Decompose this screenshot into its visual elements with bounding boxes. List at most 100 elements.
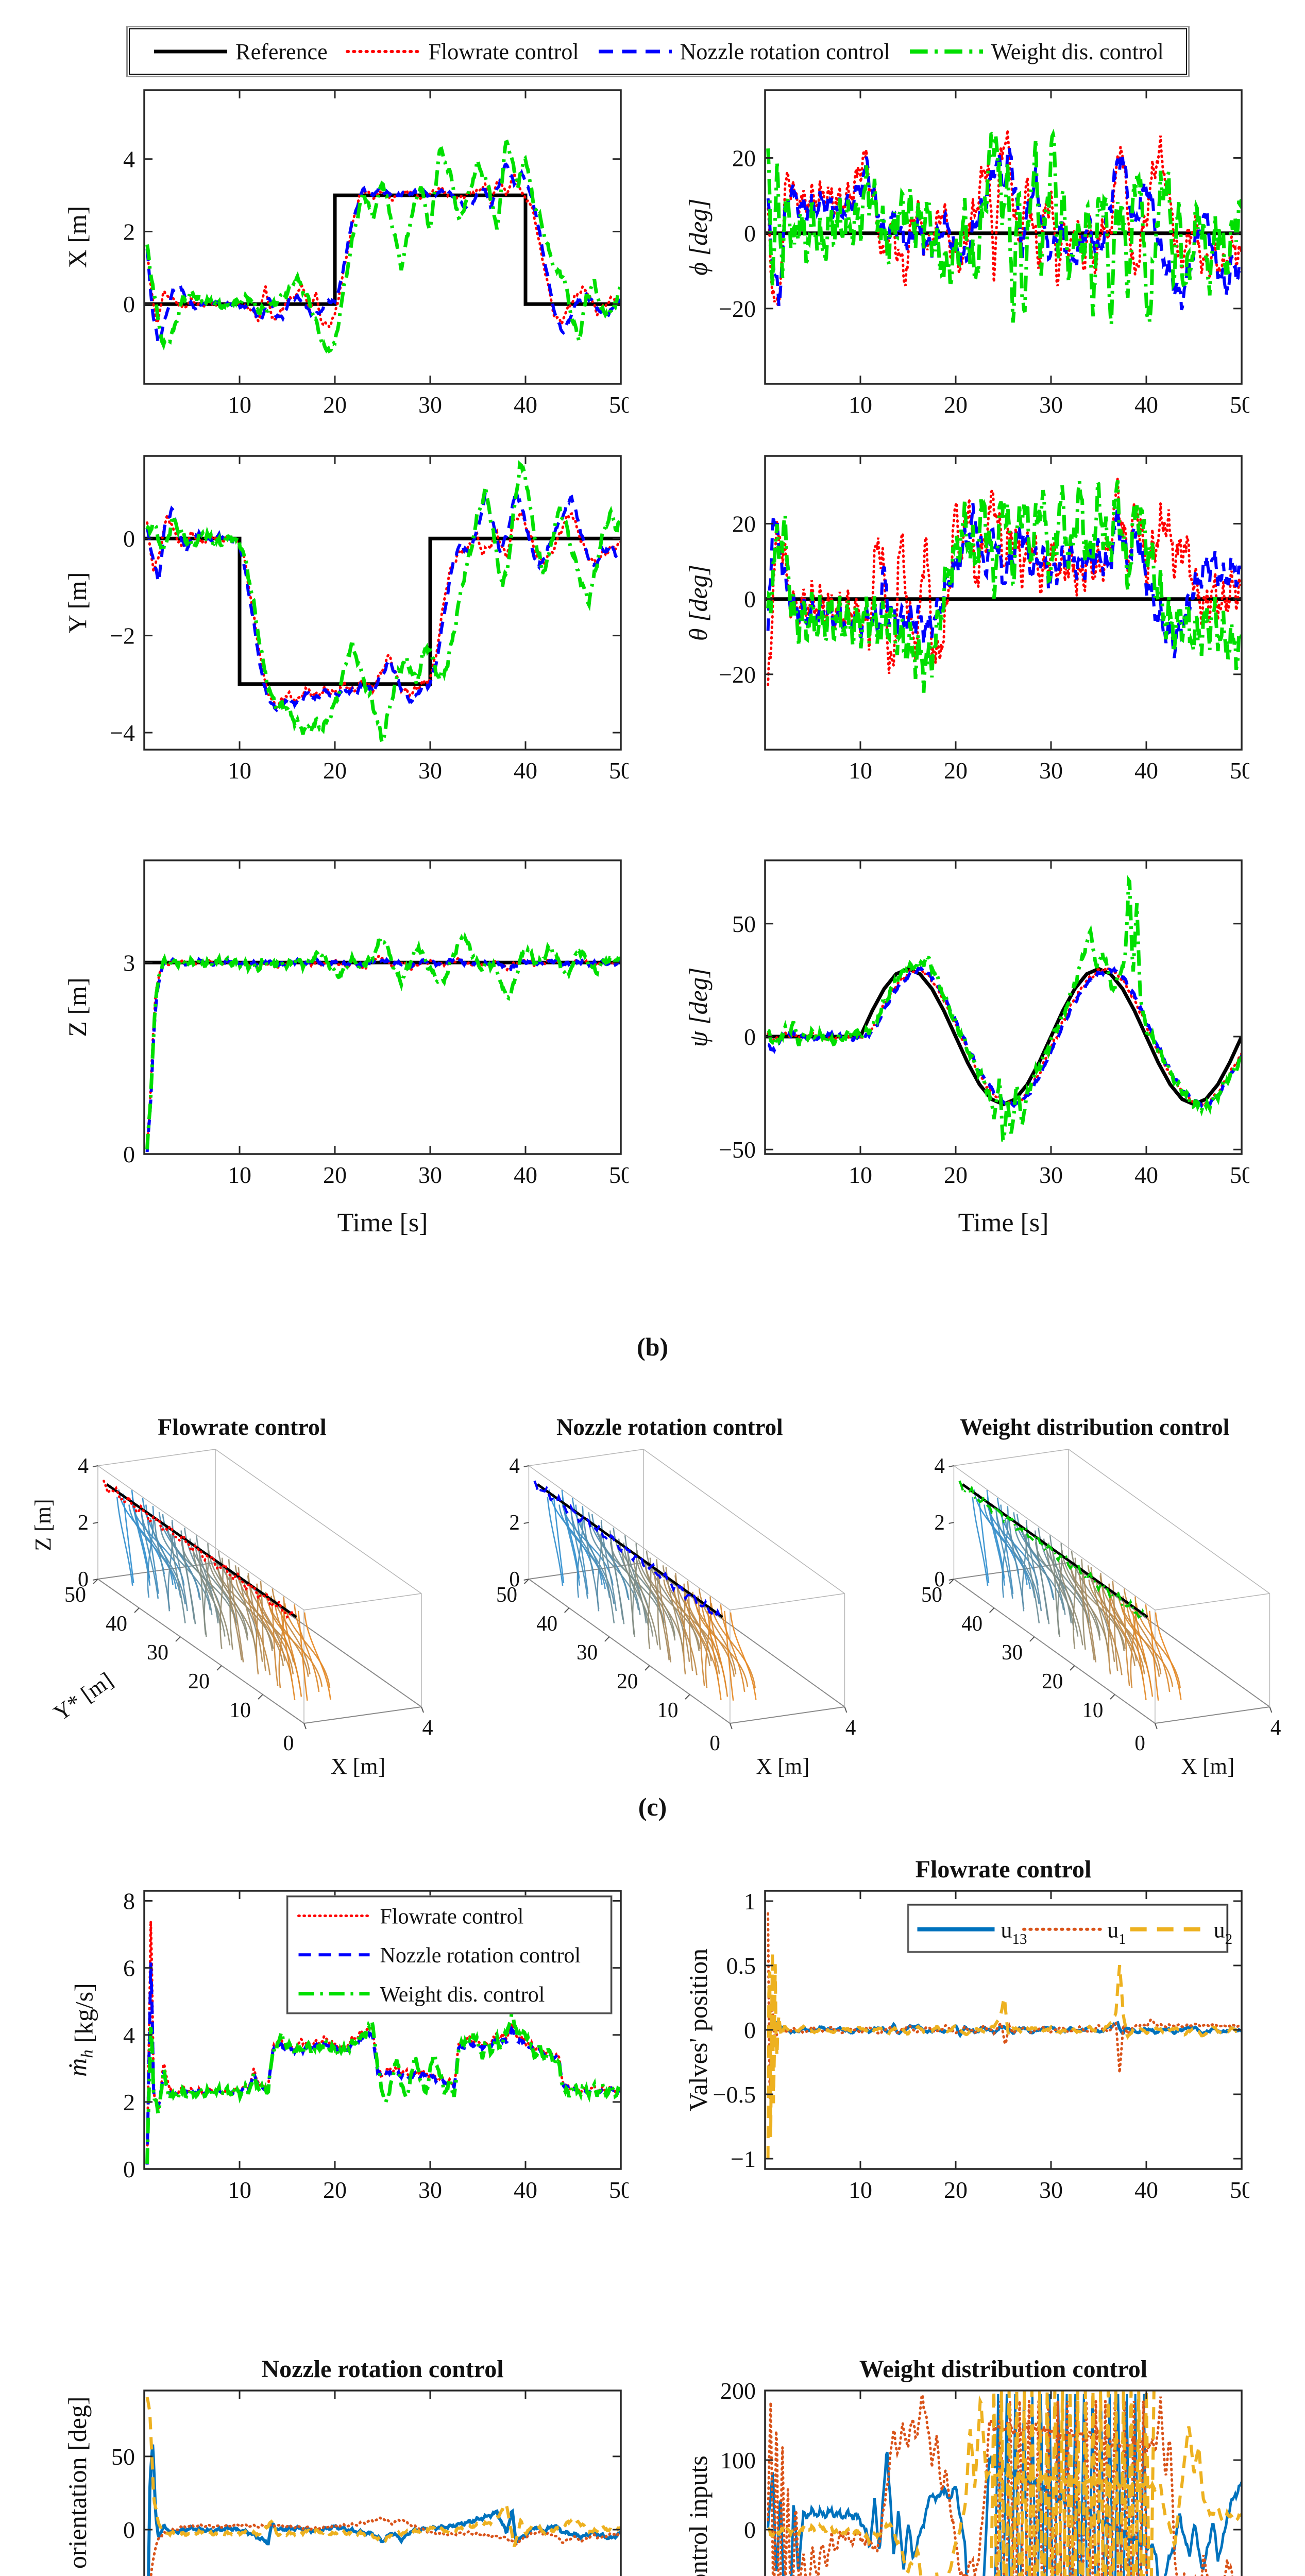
svg-text:0: 0 [934,1567,944,1591]
chart-canvas: 10 20 30 40 50 −1 −0.5 0 0.5 1 Valves' position Flo… [684,1856,1249,2203]
svg-text:4: 4 [934,1454,945,1478]
svg-text:X [m]: X [m] [331,1754,385,1779]
series-Weight dis. control [145,139,621,353]
svg-text:40: 40 [106,1612,127,1636]
svg-text:4: 4 [1270,1716,1281,1740]
svg-text:0: 0 [123,291,135,317]
svg-text:0: 0 [283,1732,294,1755]
series-Weight dis. control [145,931,621,1150]
svg-text:0: 0 [78,1568,89,1591]
svg-text:10: 10 [849,2177,872,2203]
svg-text:10: 10 [849,392,872,418]
svg-text:Weight distribution control: Weight distribution control [859,2355,1147,2383]
svg-text:−2: −2 [110,623,135,649]
svg-text:50: 50 [1230,2177,1249,2203]
svg-text:20: 20 [617,1669,638,1693]
svg-text:−50: −50 [719,1137,756,1163]
svg-text:20: 20 [323,1162,347,1188]
svg-text:50: 50 [609,757,629,784]
legend-entry: Nozzle rotation control [597,39,890,65]
svg-text:2: 2 [934,1511,944,1535]
svg-text:10: 10 [228,757,251,784]
plot-box [143,2389,622,2576]
chart-theta: 10 20 30 40 50 −20 0 20 θ [deg] [680,443,1249,799]
plot-box [764,89,1243,385]
chart-z-position: 10 20 30 40 50 0 3 Z [m] Time [s] [59,848,629,1262]
svg-text:10: 10 [228,392,251,418]
svg-text:Nozzle rotation control: Nozzle rotation control [380,1944,581,1968]
legend-line-sample [598,49,672,54]
svg-text:10: 10 [849,757,872,784]
legend-entry: Weight dis. control [908,39,1164,65]
svg-text:Weight dis. control: Weight dis. control [380,1983,545,2007]
chart-canvas: 10 20 30 40 50 0 3 Z [m] Time [s] [63,859,629,1238]
svg-text:6: 6 [123,1955,135,1981]
svg-text:20: 20 [732,511,756,537]
svg-text:20: 20 [188,1670,210,1693]
legend-entry-label: Weight dis. control [991,39,1164,64]
svg-text:100: 100 [720,2447,756,2473]
svg-text:30: 30 [1039,757,1063,784]
svg-text:50: 50 [921,1583,942,1607]
svg-text:X [m]: X [m] [63,206,92,268]
svg-text:20: 20 [732,145,756,172]
svg-text:Y [m]: Y [m] [63,572,92,634]
svg-text:Flowrate control: Flowrate control [158,1414,326,1440]
plot-box [764,455,1243,751]
svg-text:4: 4 [78,1454,89,1478]
svg-text:50: 50 [1230,757,1249,784]
series-theta2 [149,2516,621,2576]
section-label-b: (b) [636,1332,669,1361]
series-ww_band [990,2391,1156,2576]
svg-text:0.5: 0.5 [726,1953,756,1979]
chart-canvas: Weight distribution control4205040302010… [921,1414,1281,1780]
svg-text:40: 40 [1134,757,1158,784]
plot-box [143,89,622,385]
svg-text:10: 10 [849,1162,872,1188]
svg-text:0: 0 [744,2017,756,2043]
svg-text:ṁh [kg/s]: ṁh [kg/s] [63,1983,98,2077]
series-Nozzle rotation control [145,162,621,346]
svg-text:0: 0 [509,1567,519,1591]
svg-text:10: 10 [229,1699,251,1722]
svg-text:0: 0 [123,526,135,552]
svg-text:40: 40 [1134,392,1158,418]
svg-text:0: 0 [123,1141,135,1167]
svg-text:Weight distribution control: Weight distribution control [960,1414,1229,1440]
series-Flowrate control [767,478,1242,686]
svg-text:30: 30 [418,1162,442,1188]
svg-text:40: 40 [514,757,537,784]
svg-text:ψ [deg]: ψ [deg] [684,968,713,1047]
svg-text:4: 4 [845,1716,856,1740]
svg-text:3: 3 [123,950,135,976]
series-Flowrate control [767,129,1242,309]
series-u2 [766,1952,1242,2159]
svg-text:50: 50 [111,2444,135,2470]
svg-text:50: 50 [609,392,629,418]
chart-3d-weight: Weight distribution control 4 2 0 50 40 30 20 10… [878,1409,1301,1780]
svg-text:50: 50 [64,1583,86,1607]
svg-text:40: 40 [961,1612,982,1636]
svg-text:Control inputs: Control inputs [684,2455,713,2576]
series-theta1 [147,2444,621,2576]
series-theta4 [145,2397,621,2547]
svg-text:10: 10 [228,1162,251,1188]
svg-text:X [m]: X [m] [1181,1754,1235,1780]
svg-text:2: 2 [123,2089,135,2115]
chart-canvas: 10 20 30 40 50 −50 0 50 ψ [deg] Time [s] [684,859,1249,1238]
svg-text:u1: u1 [1107,1918,1126,1947]
chart-canvas: 10 20 30 40 50 −4 −2 0 Y [m] [63,455,629,784]
svg-text:30: 30 [1039,1162,1063,1188]
plot-box [143,859,622,1155]
series-ww [767,2395,1242,2576]
svg-text:20: 20 [944,392,968,418]
svg-text:4: 4 [123,2022,135,2048]
chart-mass-flow: 10 20 30 40 50 0 2 4 6 8 ṁh [kg/s] Flowrate control… [59,1842,629,2223]
series-Reference [144,536,621,686]
svg-text:Nozzle rotation control: Nozzle rotation control [556,1414,783,1440]
legend-line-sample [154,49,228,54]
